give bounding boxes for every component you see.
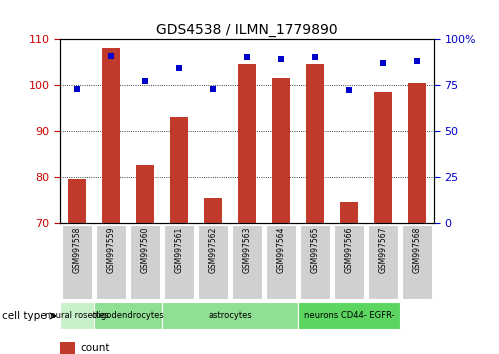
Text: GSM997559: GSM997559 bbox=[106, 226, 115, 273]
FancyBboxPatch shape bbox=[232, 224, 262, 299]
Bar bbox=[60, 342, 75, 354]
FancyBboxPatch shape bbox=[162, 302, 298, 330]
FancyBboxPatch shape bbox=[334, 224, 364, 299]
Text: count: count bbox=[80, 343, 110, 353]
Bar bbox=[238, 64, 256, 223]
Text: GSM997563: GSM997563 bbox=[243, 226, 251, 273]
Bar bbox=[204, 198, 223, 223]
Text: neurons CD44- EGFR-: neurons CD44- EGFR- bbox=[304, 312, 394, 320]
Bar bbox=[136, 166, 154, 223]
Text: GSM997560: GSM997560 bbox=[140, 226, 149, 273]
FancyBboxPatch shape bbox=[298, 302, 400, 330]
Bar bbox=[340, 202, 358, 223]
FancyBboxPatch shape bbox=[96, 224, 126, 299]
FancyBboxPatch shape bbox=[265, 224, 296, 299]
Text: cell type: cell type bbox=[2, 311, 47, 321]
Bar bbox=[306, 64, 324, 223]
FancyBboxPatch shape bbox=[164, 224, 194, 299]
Text: GSM997558: GSM997558 bbox=[72, 226, 81, 273]
Text: GSM997564: GSM997564 bbox=[276, 226, 285, 273]
Title: GDS4538 / ILMN_1779890: GDS4538 / ILMN_1779890 bbox=[156, 23, 338, 36]
FancyBboxPatch shape bbox=[130, 224, 160, 299]
FancyBboxPatch shape bbox=[198, 224, 229, 299]
Bar bbox=[408, 82, 427, 223]
Bar bbox=[102, 48, 120, 223]
FancyBboxPatch shape bbox=[60, 302, 94, 330]
Bar bbox=[271, 78, 290, 223]
Text: oligodendrocytes: oligodendrocytes bbox=[91, 312, 164, 320]
Text: GSM997566: GSM997566 bbox=[345, 226, 354, 273]
FancyBboxPatch shape bbox=[368, 224, 398, 299]
FancyBboxPatch shape bbox=[61, 224, 92, 299]
Bar bbox=[170, 117, 188, 223]
FancyBboxPatch shape bbox=[402, 224, 433, 299]
Text: GSM997568: GSM997568 bbox=[413, 226, 422, 273]
Text: GSM997565: GSM997565 bbox=[310, 226, 319, 273]
Text: GSM997567: GSM997567 bbox=[379, 226, 388, 273]
Text: GSM997561: GSM997561 bbox=[175, 226, 184, 273]
Text: astrocytes: astrocytes bbox=[208, 312, 252, 320]
Bar bbox=[374, 92, 392, 223]
Text: GSM997562: GSM997562 bbox=[209, 226, 218, 273]
FancyBboxPatch shape bbox=[300, 224, 330, 299]
Bar bbox=[67, 179, 86, 223]
Text: neural rosettes: neural rosettes bbox=[45, 312, 109, 320]
FancyBboxPatch shape bbox=[94, 302, 162, 330]
